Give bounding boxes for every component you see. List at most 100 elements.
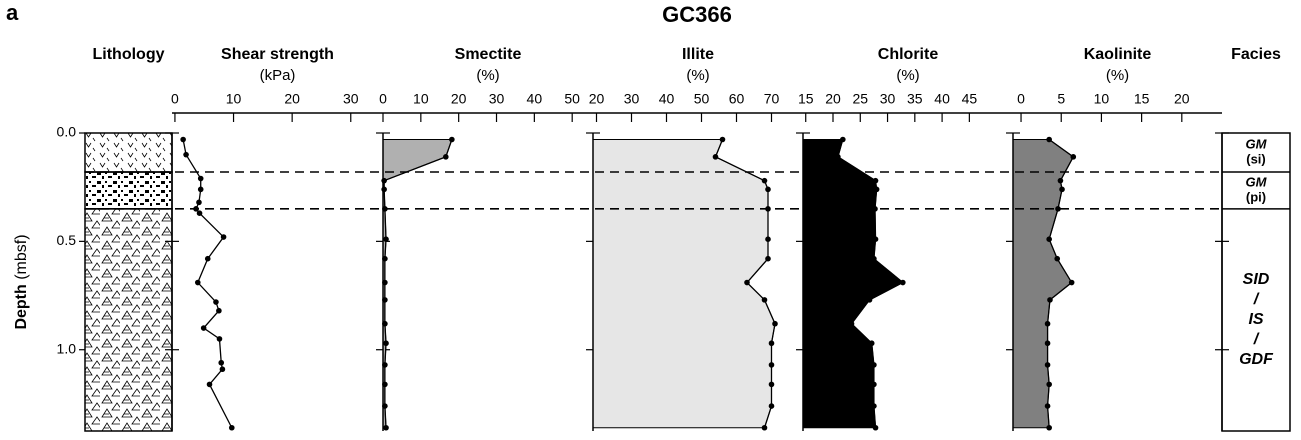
y-tick-label: 1.0	[57, 340, 77, 356]
data-point	[761, 424, 768, 431]
data-point	[219, 366, 226, 373]
data-point	[443, 154, 449, 160]
data-point	[872, 206, 878, 212]
y-tick-label: 0.0	[57, 124, 77, 140]
data-point	[872, 424, 879, 431]
x-tick-label: 40	[527, 91, 543, 107]
profile-area	[802, 139, 904, 429]
data-point	[772, 320, 778, 327]
data-point	[1055, 206, 1061, 212]
panel-title: Facies	[1231, 46, 1281, 63]
data-point	[381, 177, 387, 184]
data-point	[1044, 340, 1051, 347]
data-point	[1046, 424, 1052, 431]
data-point	[383, 340, 389, 347]
x-tick-label: 20	[1174, 91, 1190, 107]
data-point	[216, 336, 223, 342]
data-point	[1044, 320, 1051, 327]
x-tick-label: 35	[907, 91, 923, 107]
data-point	[213, 299, 219, 305]
facies-label: /	[1253, 331, 1260, 348]
data-point	[765, 186, 771, 193]
data-point	[761, 297, 768, 303]
data-point	[1059, 186, 1065, 193]
data-point	[1046, 236, 1052, 242]
facies-label: GM	[1246, 174, 1268, 189]
y-unit: (mbsf)	[13, 234, 30, 279]
data-point	[873, 186, 880, 193]
x-tick-label: 40	[659, 91, 675, 107]
data-point	[765, 255, 771, 262]
panel-unit: (%)	[1106, 67, 1129, 84]
panel-title: Kaolinite	[1084, 46, 1152, 63]
data-point	[197, 186, 204, 193]
x-tick-label: 0	[1017, 91, 1025, 107]
facies-label: (si)	[1246, 151, 1266, 166]
data-point	[1046, 136, 1052, 143]
panel-unit: (kPa)	[260, 67, 296, 84]
data-point	[866, 297, 873, 303]
data-point	[1044, 362, 1051, 368]
x-tick-label: 20	[825, 91, 841, 107]
data-point	[768, 362, 775, 368]
facies-column	[1221, 132, 1291, 432]
data-point	[1068, 279, 1075, 286]
facies-label: SID	[1243, 271, 1270, 288]
data-point	[1054, 255, 1061, 262]
data-point	[204, 255, 211, 262]
data-point	[768, 403, 775, 409]
panel-unit: (%)	[896, 67, 919, 84]
data-point	[1047, 297, 1053, 303]
x-tick-label: 0	[171, 91, 179, 107]
facies-label: (pi)	[1246, 189, 1266, 204]
x-tick-label: 30	[624, 91, 640, 107]
data-point	[900, 279, 906, 286]
x-tick-label: 20	[451, 91, 467, 107]
profile-line	[383, 139, 453, 428]
panel-title: Chlorite	[878, 46, 939, 63]
x-tick-label: 10	[1094, 91, 1110, 107]
x-tick-label: 10	[413, 91, 429, 107]
data-point	[383, 424, 389, 431]
data-point	[712, 154, 719, 160]
x-tick-label: 60	[729, 91, 745, 107]
data-point	[848, 320, 855, 327]
facies-label: GDF	[1239, 351, 1274, 368]
data-point	[206, 381, 213, 388]
lithology-unit	[84, 208, 173, 432]
panel-unit: (%)	[476, 67, 499, 84]
facies-label: GM	[1246, 136, 1268, 151]
data-point	[871, 255, 877, 262]
x-tick-label: 45	[962, 91, 978, 107]
data-point	[194, 279, 201, 286]
data-point	[1044, 403, 1051, 409]
data-point	[200, 325, 207, 331]
panel-unit: (%)	[686, 67, 709, 84]
x-tick-label: 30	[880, 91, 896, 107]
data-point	[383, 236, 389, 242]
data-point	[220, 234, 227, 240]
x-tick-label: 10	[226, 91, 242, 107]
data-point	[765, 236, 771, 242]
data-point	[719, 136, 726, 143]
profile-area	[1012, 139, 1074, 429]
x-tick-label: 30	[489, 91, 505, 107]
data-point	[196, 210, 203, 216]
panel-title: Shear strength	[221, 46, 334, 63]
data-point	[744, 279, 750, 286]
x-tick-label: 5	[1057, 91, 1065, 107]
data-point	[1057, 177, 1064, 184]
data-point	[872, 177, 879, 184]
x-tick-label: 20	[284, 91, 300, 107]
chart-title: GC366	[662, 2, 732, 27]
data-point	[228, 424, 235, 431]
x-tick-label: 15	[1134, 91, 1150, 107]
data-point	[1046, 381, 1052, 388]
data-point	[868, 340, 875, 347]
data-point	[768, 381, 775, 388]
data-point	[871, 381, 877, 388]
x-tick-label: 25	[852, 91, 868, 107]
lithology-unit	[84, 171, 173, 210]
